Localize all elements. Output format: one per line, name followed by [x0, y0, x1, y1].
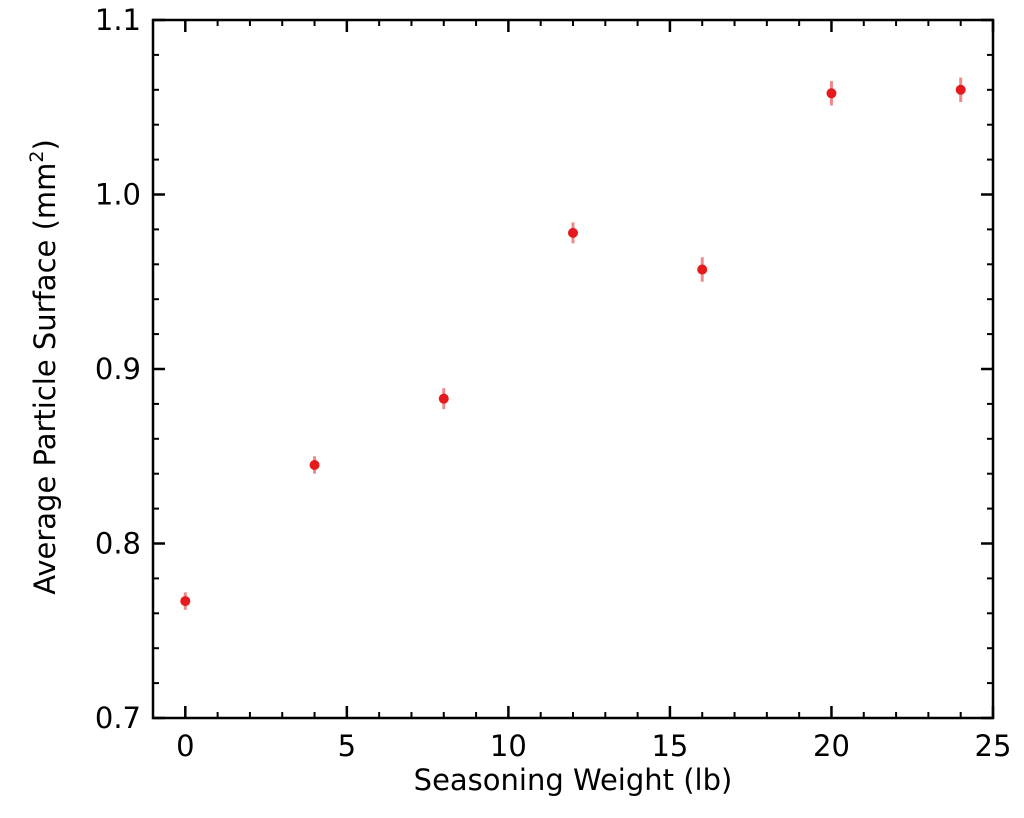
x-tick-label: 5	[338, 729, 356, 763]
point-marker	[180, 596, 191, 607]
x-tick-label: 20	[813, 729, 850, 763]
point-marker	[955, 84, 966, 95]
y-axis-label-superscript: 2	[26, 151, 48, 163]
tick-labels: 0 5 10 15 20 25 0.7 0.8 0.9 1.0 1.1	[95, 3, 1012, 763]
data-point	[826, 81, 837, 106]
x-axis-label: Seasoning Weight (lb)	[414, 763, 733, 797]
plot-frame	[151, 18, 995, 720]
y-tick-label: 1.0	[95, 178, 141, 212]
data-point	[568, 222, 578, 244]
x-tick-label: 0	[176, 729, 194, 763]
data-point	[955, 77, 966, 103]
x-tick-label: 25	[975, 729, 1012, 763]
point-marker	[438, 393, 449, 404]
point-marker	[697, 264, 708, 275]
data-point	[180, 592, 191, 610]
major-ticks	[153, 18, 995, 720]
minor-ticks	[152, 20, 993, 718]
y-tick-label: 0.9	[95, 352, 141, 386]
y-axis-label-main: Average Particle Surface (mm	[28, 163, 62, 595]
data-point	[697, 257, 708, 282]
y-tick-label: 1.1	[95, 3, 141, 37]
point-marker	[568, 227, 578, 238]
x-tick-label: 15	[651, 729, 688, 763]
x-tick-label: 10	[490, 729, 527, 763]
data-points	[180, 77, 966, 610]
data-point	[309, 456, 320, 474]
y-tick-label: 0.7	[95, 701, 141, 735]
y-axis-label: Average Particle Surface (mm2)	[26, 139, 62, 595]
point-marker	[826, 88, 837, 99]
y-tick-label: 0.8	[95, 527, 141, 561]
point-marker	[309, 459, 320, 470]
data-point	[438, 388, 449, 410]
y-axis-label-close: )	[28, 139, 62, 150]
